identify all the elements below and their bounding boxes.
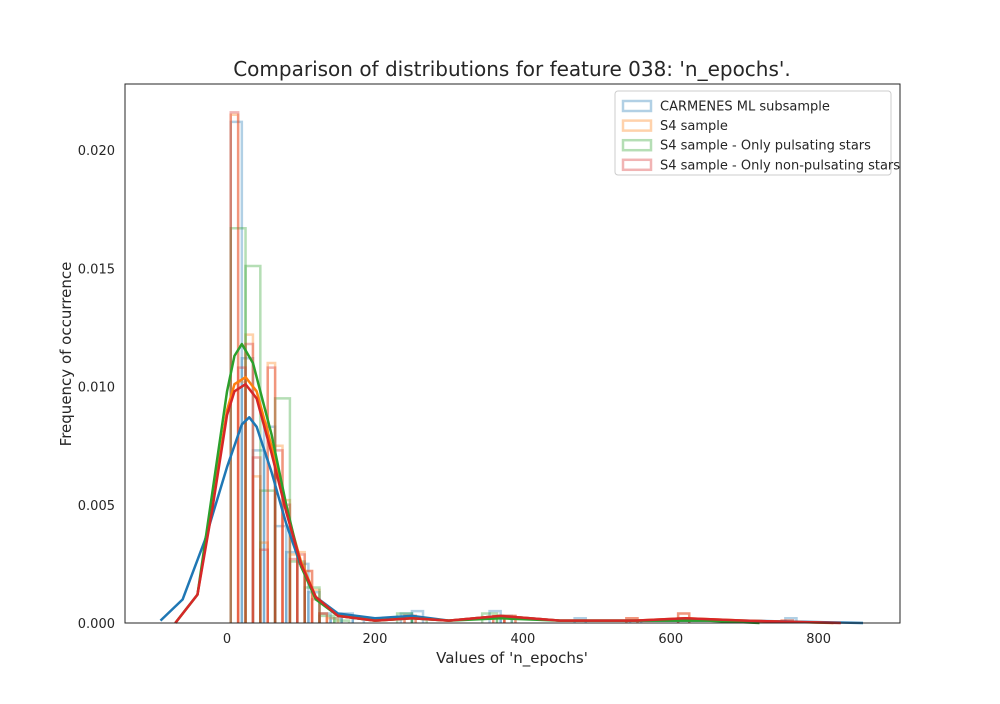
histogram-bar xyxy=(251,449,266,623)
legend-swatch xyxy=(621,99,653,113)
y-tick-label: 0.015 xyxy=(78,262,115,277)
histogram-bar xyxy=(296,553,306,623)
histogram-bar xyxy=(303,569,314,623)
legend-label: S4 sample - Only non-pulsating stars xyxy=(660,158,900,173)
histogram-bar xyxy=(296,550,306,623)
x-tick-label: 800 xyxy=(806,632,831,647)
histogram-s4-sample-only-non-pulsating-stars xyxy=(229,111,795,623)
chart-title: Comparison of distributions for feature … xyxy=(233,57,791,81)
histogram-bar xyxy=(273,524,288,623)
histogram-bar xyxy=(244,342,255,623)
histogram-bar xyxy=(288,560,306,623)
y-tick-label: 0.010 xyxy=(78,381,115,396)
histogram-bar xyxy=(259,548,269,623)
histogram-bar xyxy=(288,553,299,623)
histogram-bar xyxy=(318,612,329,623)
histogram-bar xyxy=(266,361,277,623)
histogram-bar xyxy=(273,444,284,623)
histogram-bar xyxy=(273,449,284,623)
legend-label: S4 sample - Only pulsating stars xyxy=(660,139,871,154)
y-tick-label: 0.020 xyxy=(78,144,115,159)
x-tick-label: 400 xyxy=(510,632,535,647)
legend-swatch xyxy=(621,119,653,132)
y-axis-label: Frequency of occurrence xyxy=(57,262,75,447)
legend-swatch xyxy=(621,138,653,152)
histogram-bar xyxy=(318,612,332,623)
histogram-bar xyxy=(310,588,321,623)
histogram-bar xyxy=(251,456,262,623)
kde-line-s4-sample-only-non-pulsating-stars xyxy=(174,382,841,625)
histogram-bar xyxy=(251,475,262,623)
x-axis-label: Values of 'n_epochs' xyxy=(436,649,588,668)
histogram-bar xyxy=(318,614,336,623)
histogram-bar xyxy=(259,489,277,623)
legend-box xyxy=(614,90,892,176)
histogram-bar xyxy=(236,366,247,623)
x-tick-label: 0 xyxy=(223,632,231,647)
histogram-bar xyxy=(240,356,255,623)
y-tick-label: 0.005 xyxy=(78,499,115,514)
histogram-bar xyxy=(273,397,292,623)
histogram-bar xyxy=(288,557,299,623)
plot-frame xyxy=(124,83,901,624)
histogram-bar xyxy=(236,380,247,623)
x-tick-label: 200 xyxy=(363,632,388,647)
histogram-s4-sample-only-pulsating-stars xyxy=(229,226,514,623)
histogram-bar xyxy=(229,226,247,623)
legend-label: CARMENES ML subsample xyxy=(660,100,830,115)
legend-label: S4 sample xyxy=(660,119,728,134)
histogram-bar xyxy=(333,619,351,623)
x-tick-label: 600 xyxy=(658,632,683,647)
histogram-bar xyxy=(259,541,269,623)
histogram-bar xyxy=(329,617,343,623)
histogram-bar xyxy=(244,333,255,623)
histogram-bar xyxy=(325,617,340,623)
histogram-bar xyxy=(318,612,329,623)
y-tick-label: 0.000 xyxy=(78,617,115,632)
histogram-bar xyxy=(284,550,299,623)
legend-swatch xyxy=(621,158,653,172)
histogram-bar xyxy=(303,569,314,623)
histogram-bar xyxy=(244,264,262,623)
histogram-bar xyxy=(266,366,277,623)
